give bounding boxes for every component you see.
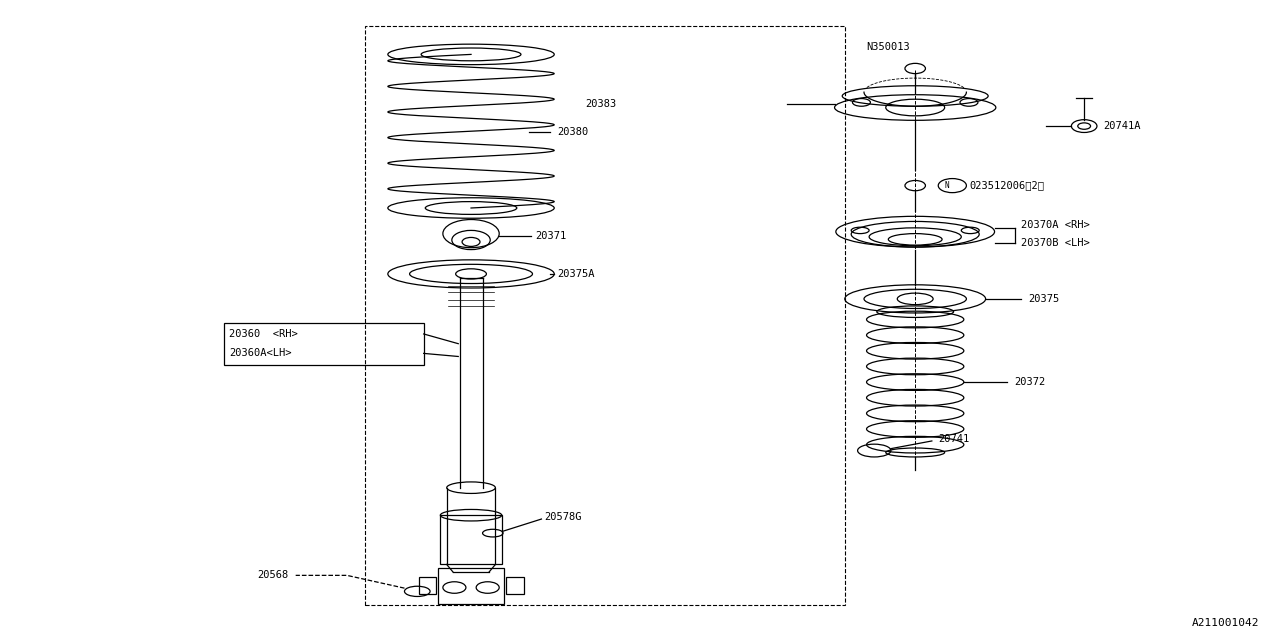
Bar xyxy=(438,568,504,604)
Bar xyxy=(365,26,845,605)
Bar xyxy=(224,323,424,365)
Text: 20375A: 20375A xyxy=(557,269,594,279)
Bar xyxy=(419,577,436,594)
Bar xyxy=(506,577,524,594)
Text: 20375: 20375 xyxy=(1028,294,1059,304)
Text: 20380: 20380 xyxy=(557,127,588,138)
Text: 20370B <LH>: 20370B <LH> xyxy=(1021,237,1091,248)
Text: 20360A<LH>: 20360A<LH> xyxy=(229,348,292,358)
Text: 20370A <RH>: 20370A <RH> xyxy=(1021,220,1091,230)
Text: A211001042: A211001042 xyxy=(1192,618,1260,628)
Text: 20578G: 20578G xyxy=(544,512,581,522)
Bar xyxy=(440,515,502,564)
Text: 20372: 20372 xyxy=(1014,377,1044,387)
Text: 20741: 20741 xyxy=(938,434,969,444)
Text: N350013: N350013 xyxy=(867,42,910,52)
Text: 20383: 20383 xyxy=(585,99,616,109)
Text: 20741A: 20741A xyxy=(1103,121,1140,131)
Text: 20568: 20568 xyxy=(257,570,288,580)
Text: N: N xyxy=(945,181,950,190)
Text: 023512006（2）: 023512006（2） xyxy=(969,180,1044,191)
Text: 20371: 20371 xyxy=(535,230,566,241)
Text: 20360  <RH>: 20360 <RH> xyxy=(229,329,298,339)
